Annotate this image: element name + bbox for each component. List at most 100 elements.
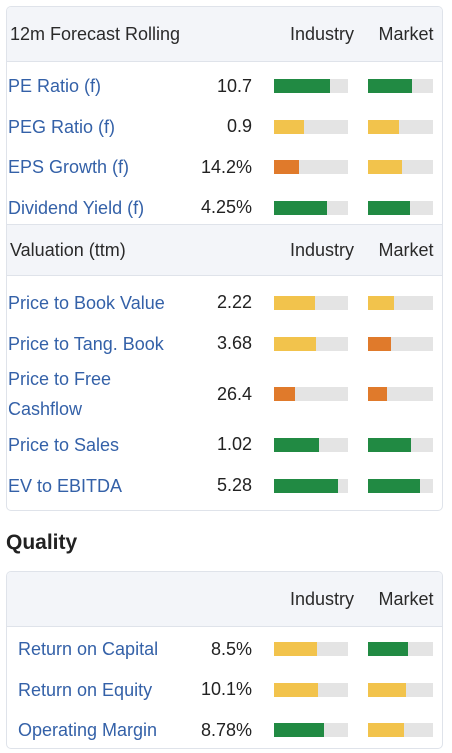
market-rating-bar [368, 79, 433, 94]
industry-bar-track [274, 79, 348, 94]
metric-row: Operating Margin 8.78% [7, 710, 442, 748]
industry-rating-bar [274, 200, 348, 215]
market-rating-bar [368, 387, 433, 401]
market-bar-track [368, 336, 433, 351]
industry-bar-fill [274, 437, 320, 452]
quality-rows: Return on Capital 8.5% Return on Equity 10.… [7, 627, 442, 748]
metric-value: 10.1% [200, 679, 252, 700]
market-rating-bar [368, 160, 433, 175]
metric-row: Price to Tang. Book 3.68 [7, 323, 442, 364]
metric-label-link[interactable]: PE Ratio (f) [8, 76, 102, 97]
market-rating-bar [368, 478, 433, 493]
industry-bar-track [274, 437, 348, 452]
ratios-card: 12m Forecast Rolling Industry Market PE … [6, 6, 443, 511]
valuation-col-market: Market [378, 239, 434, 260]
industry-rating-bar [274, 336, 348, 351]
industry-bar-fill [274, 200, 328, 215]
industry-rating-bar [274, 437, 348, 452]
metric-label-link[interactable]: Return on Capital [18, 639, 159, 660]
market-bar-fill [368, 200, 411, 215]
metric-row: PEG Ratio (f) 0.9 [7, 107, 442, 148]
quality-heading: Quality [6, 531, 78, 554]
industry-bar-fill [274, 642, 317, 657]
metric-value: 4.25% [200, 197, 252, 218]
forecast-col-market: Market [378, 23, 434, 44]
market-bar-track [368, 200, 433, 215]
market-rating-bar [368, 723, 433, 738]
forecast-rows: PE Ratio (f) 10.7 PEG Ratio (f) 0.9 EPS Grow… [7, 62, 442, 224]
valuation-col-industry: Industry [289, 239, 355, 260]
market-bar-fill [368, 160, 402, 175]
metric-label-link[interactable]: Return on Equity [18, 679, 153, 700]
valuation-rows: Price to Book Value 2.22 Price to Tang. Bo… [7, 276, 442, 506]
market-rating-bar [368, 119, 433, 134]
industry-bar-fill [274, 478, 338, 493]
industry-bar-track [274, 642, 348, 657]
valuation-title: Valuation (ttm) [10, 239, 126, 260]
valuation-header: Valuation (ttm) Industry Market [7, 224, 442, 276]
metric-label-link[interactable]: Operating Margin [18, 720, 158, 741]
market-rating-bar [368, 336, 433, 351]
metric-value: 14.2% [200, 156, 252, 177]
industry-bar-track [274, 336, 348, 351]
industry-bar-track [274, 682, 348, 697]
quality-col-industry: Industry [289, 588, 355, 609]
industry-rating-bar [274, 478, 348, 493]
metric-label-link[interactable]: Price to Tang. Book [8, 333, 164, 354]
metric-label-link[interactable]: Price to Book Value [8, 292, 165, 313]
metric-value: 8.78% [200, 719, 252, 740]
metric-label-link[interactable]: EPS Growth (f) [8, 157, 130, 178]
market-bar-track [368, 79, 433, 94]
market-rating-bar [368, 642, 433, 657]
metric-value: 0.9 [226, 116, 252, 137]
metric-label-link[interactable]: Price to Sales [8, 434, 120, 455]
metric-label-link[interactable]: EV to EBITDA [8, 475, 123, 496]
metric-value: 8.5% [210, 638, 252, 659]
metric-label-link[interactable]: Price to Free Cashflow [8, 369, 112, 419]
industry-rating-bar [274, 682, 348, 697]
forecast-col-industry: Industry [289, 23, 355, 44]
quality-header: Industry Market [7, 572, 442, 627]
industry-rating-bar [274, 387, 348, 401]
metric-value: 26.4 [216, 383, 252, 404]
metric-label-link[interactable]: PEG Ratio (f) [8, 116, 116, 137]
market-bar-track [368, 642, 433, 657]
market-bar-track [368, 437, 433, 452]
metric-row: Return on Capital 8.5% [7, 629, 442, 670]
industry-rating-bar [274, 723, 348, 738]
market-bar-track [368, 119, 433, 134]
metric-value: 10.7 [216, 75, 252, 96]
industry-rating-bar [274, 79, 348, 94]
market-bar-fill [368, 336, 392, 351]
industry-bar-track [274, 723, 348, 738]
market-bar-track [368, 160, 433, 175]
industry-bar-track [274, 160, 348, 175]
metric-row: Price to Free Cashflow 26.4 [7, 364, 442, 424]
industry-bar-fill [274, 336, 317, 351]
industry-bar-track [274, 200, 348, 215]
market-rating-bar [368, 295, 433, 310]
metric-label-link[interactable]: Dividend Yield (f) [8, 197, 145, 218]
market-bar-fill [368, 119, 400, 134]
metric-row: Dividend Yield (f) 4.25% [7, 188, 442, 229]
industry-rating-bar [274, 642, 348, 657]
industry-bar-fill [274, 295, 315, 310]
market-bar-fill [368, 387, 387, 401]
market-bar-fill [368, 478, 420, 493]
metric-row: PE Ratio (f) 10.7 [7, 66, 442, 107]
industry-bar-track [274, 387, 348, 401]
industry-bar-fill [274, 387, 295, 401]
market-bar-fill [368, 295, 394, 310]
metric-value: 1.02 [216, 434, 252, 454]
market-bar-fill [368, 642, 409, 657]
market-bar-track [368, 478, 433, 493]
industry-bar-track [274, 478, 348, 493]
market-bar-track [368, 387, 433, 401]
metric-row: EPS Growth (f) 14.2% [7, 147, 442, 188]
industry-bar-fill [274, 79, 331, 94]
industry-rating-bar [274, 119, 348, 134]
forecast-title: 12m Forecast Rolling [10, 23, 181, 44]
market-rating-bar [368, 200, 433, 215]
market-bar-fill [368, 437, 411, 452]
market-bar-fill [368, 682, 406, 697]
